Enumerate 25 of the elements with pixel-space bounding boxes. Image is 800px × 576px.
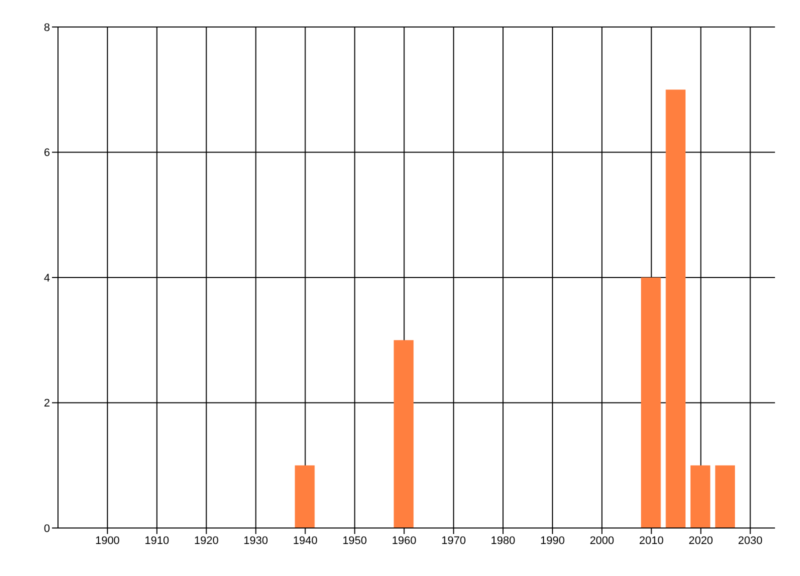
bar [294, 465, 315, 528]
x-tick-label: 1900 [95, 534, 120, 547]
bar [394, 340, 414, 528]
y-tick-label: 6 [44, 147, 50, 160]
y-tick-label: 4 [44, 272, 50, 284]
bar [690, 465, 710, 528]
y-tick-label: 0 [44, 522, 50, 535]
x-tick-label: 1970 [441, 534, 466, 547]
bar [715, 465, 735, 528]
bar [641, 278, 661, 528]
x-tick-label: 1930 [244, 534, 268, 547]
x-tick-label: 2020 [688, 534, 714, 547]
y-tick-label: 2 [44, 398, 50, 410]
x-tick-label: 1920 [194, 534, 219, 547]
x-tick-label: 1950 [342, 534, 367, 547]
x-tick-label: 1940 [293, 534, 318, 547]
y-tick-label: 8 [44, 22, 50, 34]
x-tick-label: 2000 [590, 534, 614, 547]
bar [666, 90, 686, 528]
x-tick-label: 2030 [738, 534, 763, 547]
x-tick-label: 1960 [392, 534, 416, 547]
x-tick-label: 2010 [639, 534, 664, 547]
x-tick-label: 1990 [540, 534, 565, 547]
x-tick-label: 1910 [144, 534, 170, 547]
x-tick-label: 1980 [490, 534, 516, 547]
